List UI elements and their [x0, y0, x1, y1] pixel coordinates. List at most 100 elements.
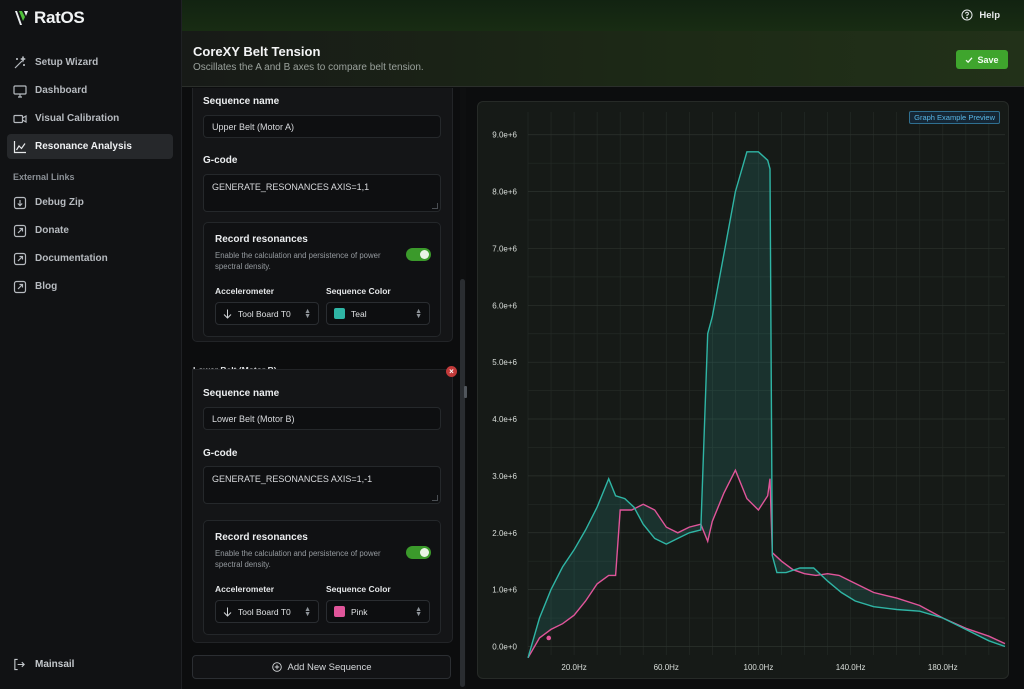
page-subtitle: Oscillates the A and B axes to compare b…: [193, 62, 424, 73]
sidebar-item-label: Documentation: [35, 253, 108, 264]
record-resonances-title: Record resonances: [215, 234, 308, 245]
ratos-logo-icon: [15, 11, 28, 25]
gcode-label: G-code: [203, 155, 238, 166]
sequence-color-select[interactable]: Teal ▲ ▼: [326, 302, 430, 325]
series-line-lower-belt: [527, 468, 1006, 659]
save-label: Save: [977, 54, 999, 65]
sequence-name-input[interactable]: Upper Belt (Motor A): [203, 115, 441, 138]
sidebar-item-visual-calibration[interactable]: Visual Calibration: [7, 106, 173, 131]
x-tick-label: 20.0Hz: [561, 663, 586, 672]
add-sequence-button[interactable]: Add New Sequence: [192, 655, 451, 679]
sidebar-item-donate[interactable]: Donate: [7, 218, 173, 243]
accelerometer-value: Tool Board T0: [238, 606, 291, 617]
sequence-name-label: Sequence name: [203, 96, 280, 107]
help-button[interactable]: Help: [961, 9, 1000, 21]
sidebar-nav: Setup Wizard Dashboard Visual Calibratio…: [7, 50, 173, 302]
accelerometer-select[interactable]: Tool Board T0 ▲ ▼: [215, 302, 319, 325]
sequence-name-input[interactable]: Lower Belt (Motor B): [203, 407, 441, 430]
sidebar-item-label: Debug Zip: [35, 197, 84, 208]
y-tick-label: 6.0e+6: [492, 301, 517, 310]
graph-panel: 0.0e+0 1.0e+6 2.0e+6 3.0e+6 4.0e+6 5.0e+6 6.0e…: [477, 101, 1009, 679]
y-tick-label: 8.0e+6: [492, 188, 517, 197]
arrow-down-icon: [223, 607, 232, 617]
sidebar-item-resonance-analysis[interactable]: Resonance Analysis: [7, 134, 173, 159]
x-tick-label: 180.0Hz: [928, 663, 958, 672]
accelerometer-label: Accelerometer: [215, 584, 275, 594]
data-point-marker: [546, 635, 552, 641]
series-fill-between: [528, 151, 1005, 658]
camera-icon: [13, 114, 27, 123]
color-swatch: [334, 308, 345, 319]
sidebar-item-dashboard[interactable]: Dashboard: [7, 78, 173, 103]
sidebar-item-debug-zip[interactable]: Debug Zip: [7, 190, 173, 215]
chevron-updown-icon: ▲ ▼: [304, 308, 311, 320]
exit-icon: [14, 658, 25, 671]
y-tick-label: 5.0e+6: [492, 358, 517, 367]
record-resonances-description: Enable the calculation and persistence o…: [215, 549, 381, 569]
sidebar-item-label: Dashboard: [35, 85, 88, 96]
graph-preview-badge: Graph Example Preview: [909, 111, 1000, 124]
record-resonances-title: Record resonances: [215, 532, 308, 543]
gcode-textarea[interactable]: GENERATE_RESONANCES AXIS=1,-1: [203, 466, 441, 504]
wand-icon: [14, 55, 26, 68]
y-tick-label: 1.0e+6: [492, 586, 517, 595]
mainsail-label: Mainsail: [35, 659, 75, 670]
chevron-updown-icon: ▲ ▼: [415, 606, 422, 618]
download-icon: [13, 196, 27, 209]
sidebar-item-label: Blog: [35, 281, 58, 292]
sidebar-item-label: Setup Wizard: [35, 57, 99, 68]
help-label: Help: [979, 9, 1000, 21]
page-header: CoreXY Belt Tension Oscillates the A and…: [182, 31, 1024, 87]
arrow-down-icon: [223, 309, 232, 319]
x-tick-label: 60.0Hz: [654, 663, 679, 672]
sequence-color-label: Sequence Color: [326, 286, 391, 296]
accelerometer-label: Accelerometer: [215, 286, 275, 296]
sidebar-item-blog[interactable]: Blog: [7, 274, 173, 299]
monitor-icon: [13, 84, 27, 98]
help-icon: [961, 9, 973, 21]
resize-handle[interactable]: [464, 386, 467, 398]
app-name: RatOS: [34, 8, 85, 27]
series-line-upper-belt: [527, 151, 1006, 658]
sequence-name-label: Sequence name: [203, 388, 280, 399]
accelerometer-select[interactable]: Tool Board T0 ▲ ▼: [215, 600, 319, 623]
external-link-icon: [13, 224, 27, 237]
sequence-panel: Sequence name Upper Belt (Motor A) G-cod…: [182, 88, 460, 689]
x-tick-label: 140.0Hz: [836, 663, 866, 672]
y-tick-label: 3.0e+6: [492, 472, 517, 481]
chevron-updown-icon: ▲ ▼: [304, 606, 311, 618]
sequence-card: Sequence name Upper Belt (Motor A) G-cod…: [192, 88, 453, 342]
page-title: CoreXY Belt Tension: [193, 44, 321, 59]
gcode-textarea[interactable]: GENERATE_RESONANCES AXIS=1,1: [203, 174, 441, 212]
accelerometer-value: Tool Board T0: [238, 308, 291, 319]
color-swatch: [334, 606, 345, 617]
ratos-logo[interactable]: RatOS: [14, 8, 85, 28]
sidebar-item-label: Visual Calibration: [35, 113, 120, 124]
y-tick-label: 2.0e+6: [492, 529, 517, 538]
check-icon: [966, 56, 973, 63]
sequence-color-label: Sequence Color: [326, 584, 391, 594]
sidebar: RatOS Setup Wizard Dashboard Visual Cali…: [0, 0, 182, 689]
sequence-card: Sequence name Lower Belt (Motor B) G-cod…: [192, 369, 453, 643]
gcode-label: G-code: [203, 448, 238, 459]
sidebar-item-documentation[interactable]: Documentation: [7, 246, 173, 271]
y-tick-label: 4.0e+6: [492, 415, 517, 424]
top-bar: Help: [182, 0, 1024, 31]
panel-scrollbar-thumb[interactable]: [460, 279, 465, 687]
add-sequence-label: Add New Sequence: [287, 661, 372, 673]
sidebar-item-mainsail[interactable]: Mainsail: [13, 658, 74, 671]
y-tick-label: 0.0e+0: [492, 642, 517, 651]
record-resonances-card: Record resonances Enable the calculation…: [203, 520, 441, 635]
record-resonances-toggle[interactable]: [406, 546, 431, 559]
remove-sequence-button[interactable]: ×: [446, 366, 457, 377]
sidebar-item-setup-wizard[interactable]: Setup Wizard: [7, 50, 173, 75]
psd-chart[interactable]: 0.0e+0 1.0e+6 2.0e+6 3.0e+6 4.0e+6 5.0e+6 6.0e…: [478, 102, 1009, 679]
record-resonances-toggle[interactable]: [406, 248, 431, 261]
sidebar-item-label: Resonance Analysis: [35, 141, 132, 152]
sequence-color-select[interactable]: Pink ▲ ▼: [326, 600, 430, 623]
external-links-heading: External Links: [13, 172, 75, 182]
save-button[interactable]: Save: [956, 50, 1008, 69]
chevron-updown-icon: ▲ ▼: [415, 308, 422, 320]
y-tick-label: 7.0e+6: [492, 244, 517, 253]
plus-circle-icon: [271, 662, 282, 672]
